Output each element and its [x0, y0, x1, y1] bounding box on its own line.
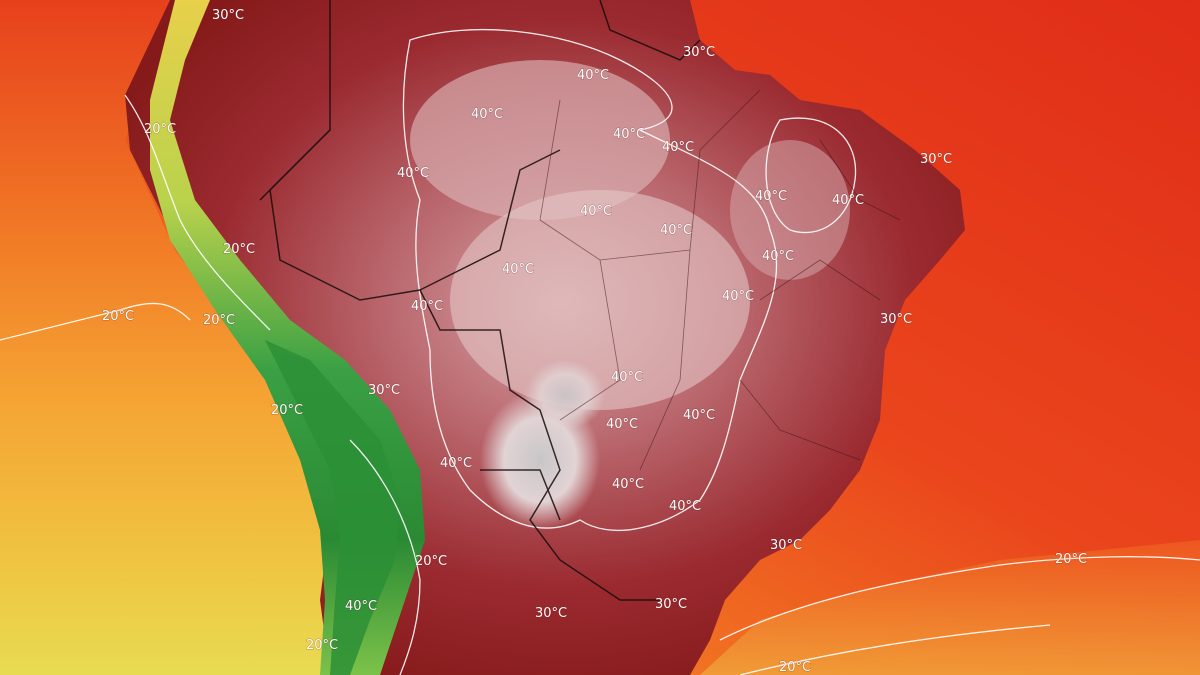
isotherm-label: 40°C: [345, 599, 377, 614]
isotherm-label: 20°C: [415, 554, 447, 569]
isotherm-label: 40°C: [662, 140, 694, 155]
isotherm-label: 30°C: [770, 538, 802, 553]
isotherm-label: 30°C: [683, 45, 715, 60]
isotherm-label: 20°C: [223, 242, 255, 257]
state-borders: [539, 89, 901, 471]
isotherm-label: 40°C: [612, 477, 644, 492]
isotherm-label: 40°C: [762, 249, 794, 264]
andes-green-core: [265, 340, 400, 675]
extreme-heat-zone-east: [730, 140, 850, 280]
isotherm-label: 40°C: [683, 408, 715, 423]
isotherm-label: 30°C: [880, 312, 912, 327]
isotherm-label: 40°C: [397, 166, 429, 181]
peak-heat-bolivia: [525, 360, 605, 430]
extreme-heat-zone-center: [450, 190, 750, 410]
isotherm-label: 40°C: [722, 289, 754, 304]
isotherm-label: 40°C: [440, 456, 472, 471]
isotherm-label: 20°C: [779, 660, 811, 675]
isotherm-label: 40°C: [832, 193, 864, 208]
isotherm-label: 40°C: [502, 262, 534, 277]
isotherm-label: 30°C: [368, 383, 400, 398]
pacific-ocean: [0, 0, 330, 675]
isotherm-label: 40°C: [580, 204, 612, 219]
isotherm-label: 40°C: [669, 499, 701, 514]
extreme-heat-zone-north: [410, 60, 670, 220]
isotherm-label: 40°C: [660, 223, 692, 238]
isotherm-label: 40°C: [606, 417, 638, 432]
country-borders: [259, 0, 701, 601]
isotherm-label: 20°C: [306, 638, 338, 653]
isotherm-label: 20°C: [102, 309, 134, 324]
isotherm-label: 40°C: [577, 68, 609, 83]
isotherm-label: 20°C: [1055, 552, 1087, 567]
isotherm-label: 30°C: [212, 8, 244, 23]
isotherm-label: 40°C: [613, 127, 645, 142]
isotherm-contours: [0, 28, 1200, 675]
isotherm-label: 30°C: [535, 606, 567, 621]
isotherm-label: 40°C: [611, 370, 643, 385]
isotherm-label: 40°C: [411, 299, 443, 314]
isotherm-label: 20°C: [144, 122, 176, 137]
isotherm-label: 40°C: [755, 189, 787, 204]
south-atlantic-cool-band: [700, 540, 1200, 675]
isotherm-labels: 30°C 30°C 30°C 30°C 30°C 30°C 30°C 30°C …: [102, 8, 1088, 675]
isotherm-label: 40°C: [471, 107, 503, 122]
isotherm-label: 30°C: [920, 152, 952, 167]
isotherm-label: 20°C: [271, 403, 303, 418]
isotherm-label: 30°C: [655, 597, 687, 612]
isotherm-label: 20°C: [203, 313, 235, 328]
